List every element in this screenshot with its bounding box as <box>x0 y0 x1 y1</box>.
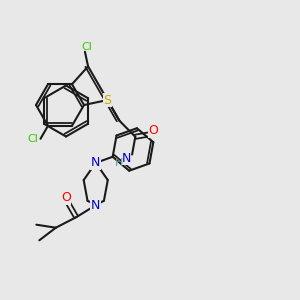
Text: H: H <box>115 158 124 168</box>
Text: Cl: Cl <box>81 42 92 52</box>
Text: N: N <box>91 199 100 212</box>
Text: O: O <box>61 191 71 205</box>
Text: Cl: Cl <box>28 134 38 144</box>
Text: N: N <box>91 156 100 169</box>
Text: S: S <box>103 94 112 106</box>
Text: O: O <box>148 124 158 137</box>
Text: N: N <box>122 152 131 165</box>
